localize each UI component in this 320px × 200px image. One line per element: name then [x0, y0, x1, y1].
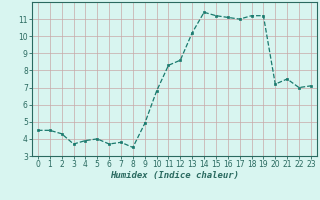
X-axis label: Humidex (Indice chaleur): Humidex (Indice chaleur)	[110, 171, 239, 180]
